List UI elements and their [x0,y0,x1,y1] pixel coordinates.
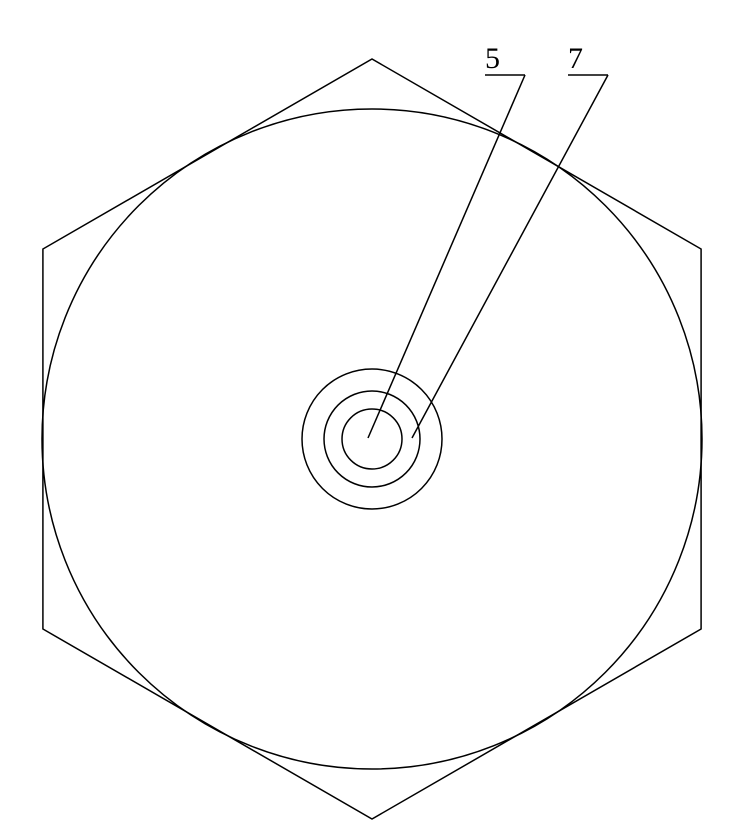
label-5: 5 [485,42,500,75]
ring-inner-circle [324,391,420,487]
leader-5 [368,75,525,438]
leader-5-line [368,75,525,438]
outer-circle [42,109,702,769]
mechanical-top-view-diagram: 57 [0,0,754,839]
leader-7 [412,75,608,438]
label-7: 7 [568,42,583,75]
ring-outer-circle [302,369,442,509]
leader-7-line [412,75,608,438]
core-circle [342,409,402,469]
hexagon-outline [43,59,701,819]
